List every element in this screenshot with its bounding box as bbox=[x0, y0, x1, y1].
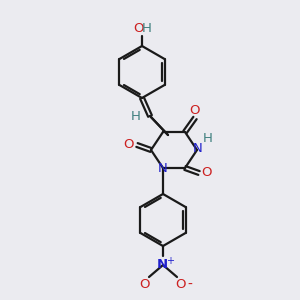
Text: -: - bbox=[188, 278, 192, 292]
Text: N: N bbox=[158, 163, 168, 176]
Text: +: + bbox=[166, 256, 174, 266]
Text: O: O bbox=[190, 103, 200, 116]
Text: H: H bbox=[203, 133, 213, 146]
Text: O: O bbox=[140, 278, 150, 292]
Text: O: O bbox=[124, 139, 134, 152]
Text: H: H bbox=[131, 110, 141, 122]
Text: H: H bbox=[142, 22, 152, 34]
Text: O: O bbox=[176, 278, 186, 292]
Text: O: O bbox=[133, 22, 143, 34]
Text: N: N bbox=[193, 142, 203, 155]
Text: O: O bbox=[202, 167, 212, 179]
Text: N: N bbox=[156, 259, 168, 272]
